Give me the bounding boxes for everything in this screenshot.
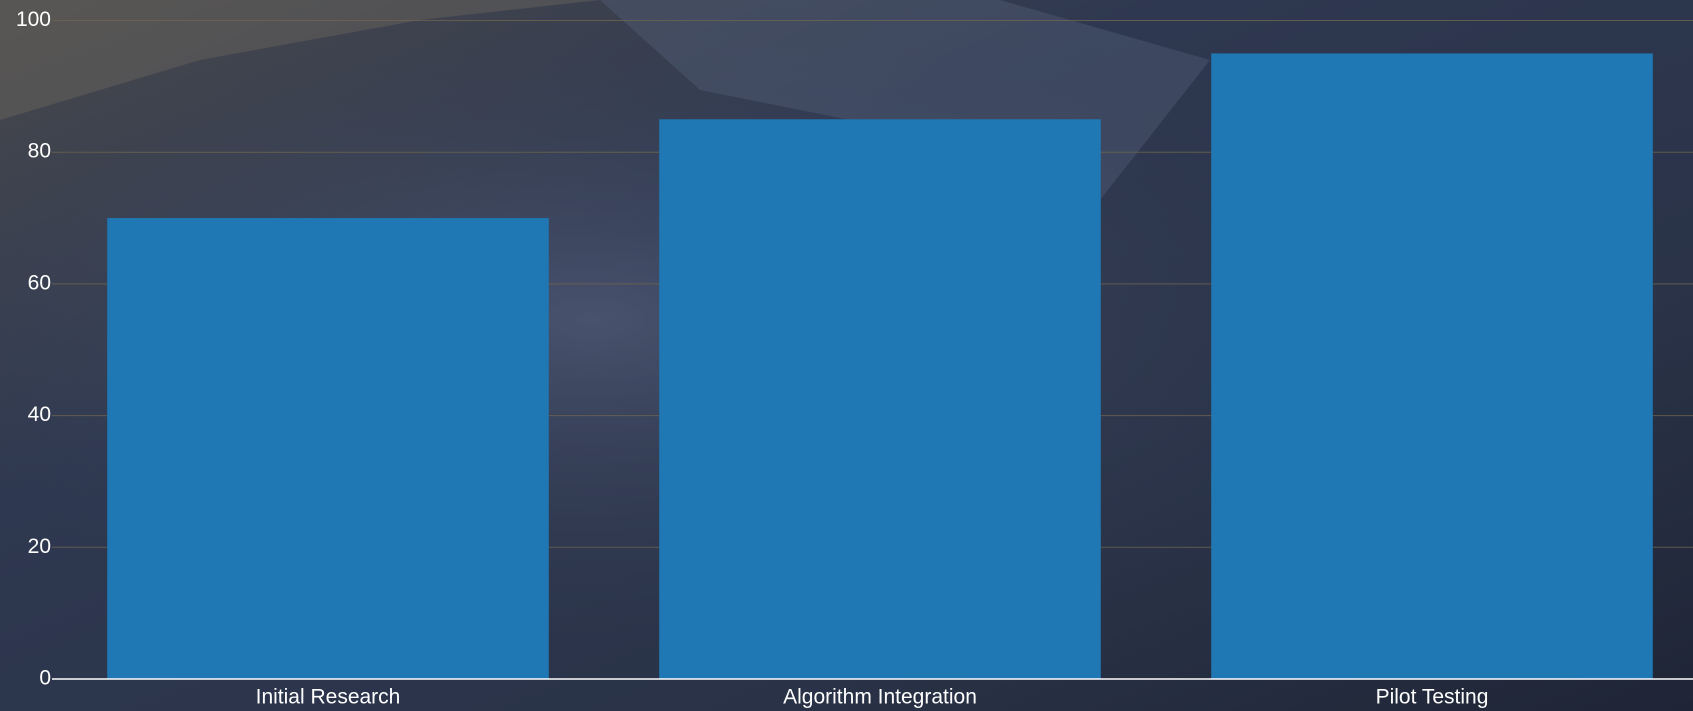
mountain-shape xyxy=(0,0,600,120)
y-tick-label: 40 xyxy=(28,403,51,426)
y-tick-label: 20 xyxy=(28,535,51,558)
x-tick-label: Initial Research xyxy=(256,686,401,709)
x-tick-label: Algorithm Integration xyxy=(783,686,977,709)
x-tick-label: Pilot Testing xyxy=(1376,686,1489,709)
bar xyxy=(659,119,1101,679)
y-tick-label: 100 xyxy=(16,8,51,31)
y-tick-label: 0 xyxy=(39,667,51,690)
y-tick-label: 60 xyxy=(28,271,51,294)
y-tick-label: 80 xyxy=(28,140,51,163)
bar xyxy=(1211,53,1653,680)
bar xyxy=(107,218,549,680)
